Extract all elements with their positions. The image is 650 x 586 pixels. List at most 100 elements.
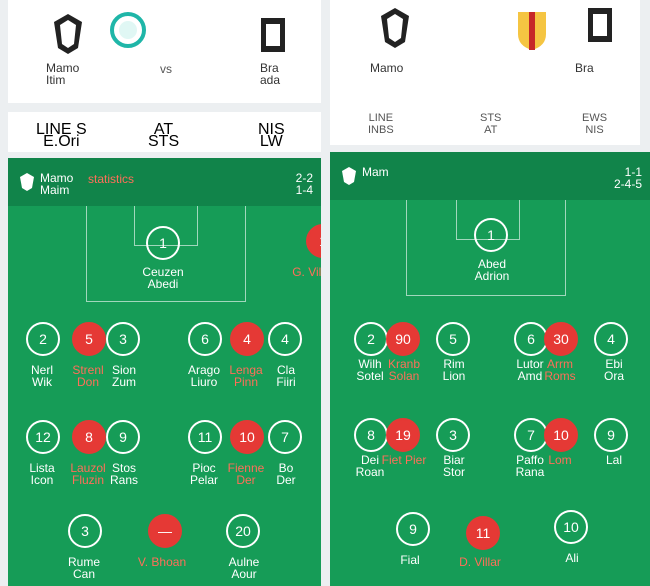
player-marker[interactable]: — xyxy=(148,514,182,548)
player-marker[interactable]: 7 xyxy=(514,418,548,452)
player-marker[interactable]: 11 xyxy=(466,516,500,550)
player-name: Lutor Amd xyxy=(516,357,544,383)
player-marker[interactable]: 20 xyxy=(226,514,260,548)
player-name: Biar Stor xyxy=(442,453,465,479)
player-name: Stos Rans xyxy=(109,461,138,487)
crest-icon xyxy=(54,14,82,54)
player-name: Lauzol Fluzin xyxy=(70,461,106,487)
player-marker[interactable]: 3 xyxy=(106,322,140,356)
tab-lineups[interactable]: LINE INBS xyxy=(368,112,394,136)
player-name: Ali xyxy=(565,551,579,565)
player-name: V. Bhoan xyxy=(137,555,187,569)
crest-icon xyxy=(20,173,34,191)
player-marker[interactable]: 7 xyxy=(268,420,302,454)
player-marker[interactable]: 2 xyxy=(354,322,388,356)
player-marker[interactable]: 9 xyxy=(594,418,628,452)
tab-stats[interactable]: AT STS xyxy=(148,121,180,150)
player-marker[interactable]: 19 xyxy=(386,418,420,452)
player-name: Sion Zum xyxy=(111,363,137,389)
player-name: Nerl Wik xyxy=(30,363,53,389)
crest-icon xyxy=(342,167,356,185)
player-name: Arago Liuro xyxy=(187,363,221,389)
player-name: Lal xyxy=(605,453,622,467)
player-marker[interactable]: 1 xyxy=(306,224,321,258)
tab-news[interactable]: NIS LW xyxy=(258,121,285,150)
player-marker[interactable]: 4 xyxy=(230,322,264,356)
player-marker[interactable]: 11 xyxy=(188,420,222,454)
player-name: Rim Lion xyxy=(442,357,466,383)
player-marker[interactable]: 2 xyxy=(26,322,60,356)
player-name: Fienne Der xyxy=(227,461,265,487)
player-name: Abed Adrion xyxy=(474,257,510,283)
team-name: Mam xyxy=(362,165,389,179)
away-team-name: Bra xyxy=(575,61,594,75)
formation: 1-1 2-4-5 xyxy=(613,165,642,191)
crest-icon xyxy=(381,8,409,48)
player-marker[interactable]: 5 xyxy=(436,322,470,356)
penalty-box xyxy=(86,206,246,302)
vs-label: vs xyxy=(160,62,172,76)
player-marker[interactable]: 6 xyxy=(514,322,548,356)
match-card-right[interactable]: Mamo Bra LINE INBS STS AT EWS NIS xyxy=(330,0,640,145)
tab-lineups[interactable]: LINE S E.Ori xyxy=(36,121,87,150)
player-name: Dei Roan xyxy=(355,453,385,479)
player-marker[interactable]: 5 xyxy=(72,322,106,356)
player-name: Lista Icon xyxy=(29,461,55,487)
statistics-link[interactable]: statistics xyxy=(88,172,135,186)
formation: 2-2 1-4 xyxy=(295,171,313,197)
away-team-name: Bra ada xyxy=(260,61,281,87)
player-marker[interactable]: 30 xyxy=(544,322,578,356)
player-marker[interactable]: 3 xyxy=(68,514,102,548)
player-name: Cla Fiiri xyxy=(276,363,296,389)
player-marker[interactable]: 1 xyxy=(146,226,180,260)
player-marker[interactable]: 1 xyxy=(474,218,508,252)
player-marker[interactable]: 4 xyxy=(268,322,302,356)
crest-icon xyxy=(261,18,285,52)
player-marker[interactable]: 8 xyxy=(72,420,106,454)
pitch-header: Mam 1-1 2-4-5 xyxy=(330,152,650,200)
player-name: Fiet Pier xyxy=(381,453,427,467)
pitch-header: Mamo Maim statistics 2-2 1-4 xyxy=(8,158,321,206)
tabs-left: LINE S E.Ori AT STS NIS LW xyxy=(8,112,321,152)
player-name: Rume Can xyxy=(67,555,100,581)
home-team-name: Mamo xyxy=(370,61,404,75)
crest-icon xyxy=(588,8,612,42)
player-marker[interactable]: 8 xyxy=(354,418,388,452)
player-name: D. Villar xyxy=(459,555,501,569)
player-marker[interactable]: 10 xyxy=(554,510,588,544)
home-team-name: Mamo Itim xyxy=(46,61,80,87)
player-marker[interactable]: 9 xyxy=(106,420,140,454)
player-name: Fial xyxy=(400,553,420,567)
player-name: Bo Der xyxy=(276,461,296,487)
player-name: Arrm Roms xyxy=(544,357,576,383)
player-name: Paffo Rana xyxy=(515,453,545,479)
player-marker[interactable]: 3 xyxy=(436,418,470,452)
player-name: Aulne Aour xyxy=(228,555,260,581)
player-marker[interactable]: 9 xyxy=(396,512,430,546)
player-marker[interactable]: 90 xyxy=(386,322,420,356)
match-card-left[interactable]: Mamo Itim vs Bra ada xyxy=(8,0,321,103)
crest-icon xyxy=(518,12,546,50)
crest-icon xyxy=(110,12,146,48)
tab-stats[interactable]: STS AT xyxy=(480,112,502,136)
penalty-box xyxy=(406,200,566,296)
player-marker[interactable]: 6 xyxy=(188,322,222,356)
tab-news[interactable]: EWS NIS xyxy=(582,112,608,136)
player-name: Lenga Pinn xyxy=(229,363,263,389)
player-marker[interactable]: 10 xyxy=(544,418,578,452)
player-name: Lom xyxy=(548,453,572,467)
player-marker[interactable]: 10 xyxy=(230,420,264,454)
lineup-pitch-right: Mam 1-1 2-4-5 1 Abed Adrion 2 Wilh Sotel… xyxy=(330,152,650,586)
player-marker[interactable]: 4 xyxy=(594,322,628,356)
lineup-pitch-left: Mamo Maim statistics 2-2 1-4 1 Ceuzen Ab… xyxy=(8,158,321,586)
player-name: Pioc Pelar xyxy=(189,461,218,487)
player-name: G. Vill. Vaal xyxy=(292,265,321,279)
player-name: Wilh Sotel xyxy=(356,357,384,383)
player-name: Ceuzen Abedi xyxy=(142,265,184,291)
player-name: Strenl Don xyxy=(72,363,104,389)
team-name: Mamo Maim xyxy=(40,171,74,197)
player-marker[interactable]: 12 xyxy=(26,420,60,454)
player-name: Kranb Solan xyxy=(387,357,421,383)
player-name: Ebi Ora xyxy=(603,357,624,383)
